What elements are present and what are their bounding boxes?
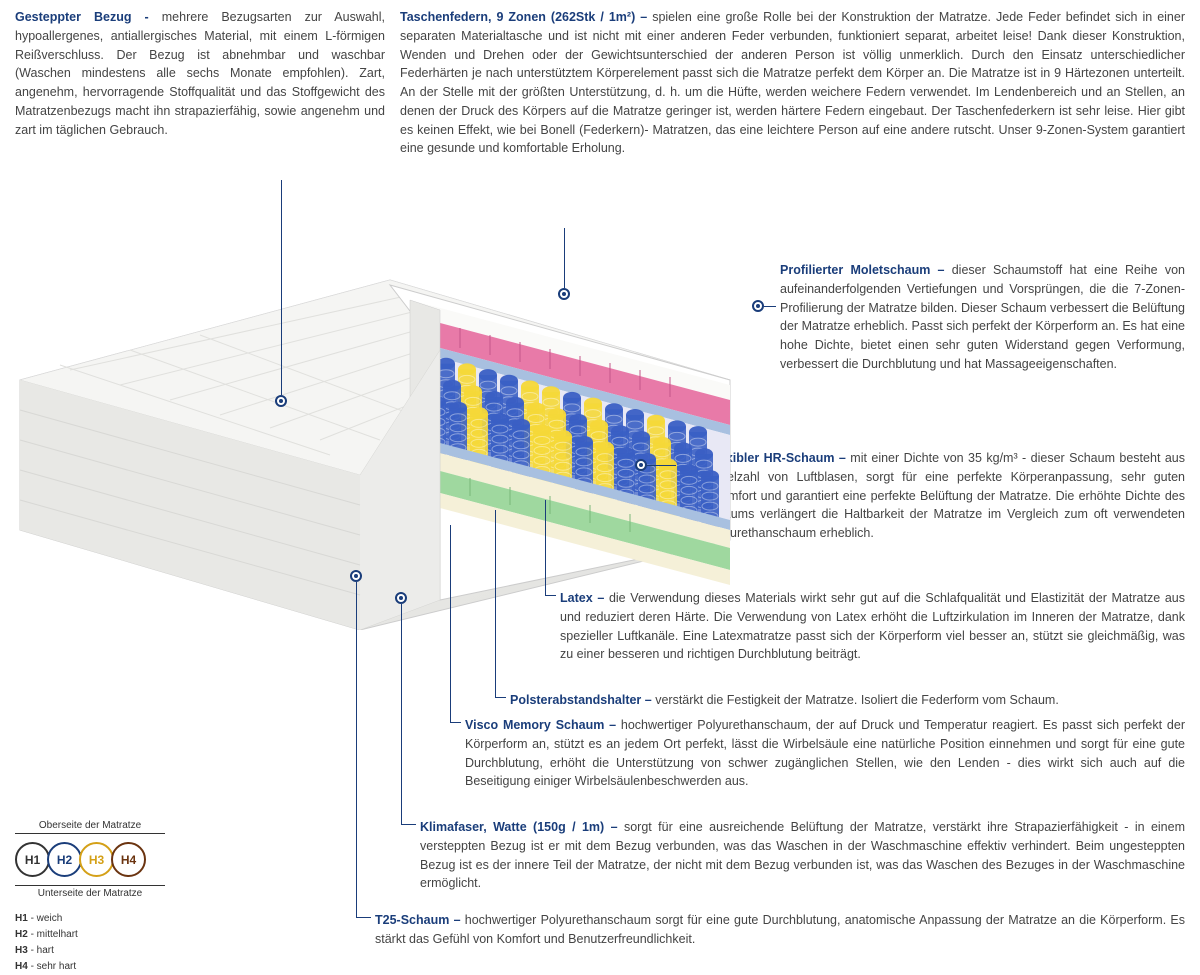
- section-spacer: Polsterabstandshalter – verstärkt die Fe…: [510, 691, 1185, 710]
- line-klima-v: [401, 604, 402, 824]
- section-molet: Profilierter Moletschaum – dieser Schaum…: [780, 261, 1185, 374]
- line-visco-v: [450, 525, 451, 722]
- hardness-legend-h1: H1 - weich: [15, 911, 165, 927]
- line-molet: [764, 306, 776, 307]
- visco-title: Visco Memory Schaum –: [465, 718, 621, 732]
- section-visco: Visco Memory Schaum – hochwertiger Polyu…: [465, 716, 1185, 791]
- hardness-circle-h1: H1: [15, 842, 50, 877]
- hardness-bottom-label: Unterseite der Matratze: [15, 885, 165, 899]
- section-springs: Taschenfedern, 9 Zonen (262Stk / 1m²) – …: [400, 8, 1185, 158]
- dot-t25: [350, 570, 362, 582]
- spacer-body: verstärkt die Festigkeit der Matratze. I…: [655, 693, 1059, 707]
- line-springs: [564, 228, 565, 288]
- spacer-title: Polsterabstandshalter –: [510, 693, 655, 707]
- molet-title: Profilierter Moletschaum –: [780, 263, 952, 277]
- klima-title: Klimafaser, Watte (150g / 1m) –: [420, 820, 624, 834]
- line-latex-v: [545, 500, 546, 595]
- section-t25: T25-Schaum – hochwertiger Polyurethansch…: [375, 911, 1185, 949]
- hardness-legend: H1 - weichH2 - mittelhartH3 - hartH4 - s…: [15, 911, 165, 975]
- hardness-legend-h3: H3 - hart: [15, 943, 165, 959]
- cover-title: Gesteppter Bezug -: [15, 10, 162, 24]
- hardness-circle-h3: H3: [79, 842, 114, 877]
- section-cover: Gesteppter Bezug - mehrere Bezugsarten z…: [15, 8, 385, 139]
- hardness-diagram: Oberseite der Matratze H1H2H3H4 Untersei…: [15, 820, 165, 975]
- line-klima-h: [401, 824, 416, 825]
- dot-cover: [275, 395, 287, 407]
- line-t25-h: [356, 917, 371, 918]
- springs-title: Taschenfedern, 9 Zonen (262Stk / 1m²) –: [400, 10, 652, 24]
- t25-body: hochwertiger Polyurethanschaum sorgt für…: [375, 913, 1185, 946]
- section-hr: Hochflexibler HR-Schaum – mit einer Dich…: [680, 449, 1185, 543]
- mattress-diagram: [10, 260, 740, 630]
- dot-klima: [395, 592, 407, 604]
- hardness-top-label: Oberseite der Matratze: [15, 820, 165, 834]
- hardness-circle-h4: H4: [111, 842, 146, 877]
- dot-molet: [752, 300, 764, 312]
- line-visco-h: [450, 722, 461, 723]
- molet-body: dieser Schaumstoff hat eine Reihe von au…: [780, 263, 1185, 371]
- line-latex-h: [545, 595, 556, 596]
- line-cover: [281, 180, 282, 395]
- cover-body: mehrere Bezugsarten zur Auswahl, hypoall…: [15, 10, 385, 137]
- hardness-circle-h2: H2: [47, 842, 82, 877]
- dot-hr: [635, 459, 647, 471]
- hardness-circles: H1H2H3H4: [15, 842, 165, 877]
- springs-body: spielen eine große Rolle bei der Konstru…: [400, 10, 1185, 155]
- line-hr: [647, 465, 676, 466]
- dot-springs: [558, 288, 570, 300]
- section-klima: Klimafaser, Watte (150g / 1m) – sorgt fü…: [420, 818, 1185, 893]
- hardness-legend-h2: H2 - mittelhart: [15, 927, 165, 943]
- t25-title: T25-Schaum –: [375, 913, 465, 927]
- hardness-legend-h4: H4 - sehr hart: [15, 959, 165, 975]
- line-spacer-v: [495, 510, 496, 697]
- line-spacer-h: [495, 697, 506, 698]
- line-t25-v: [356, 582, 357, 917]
